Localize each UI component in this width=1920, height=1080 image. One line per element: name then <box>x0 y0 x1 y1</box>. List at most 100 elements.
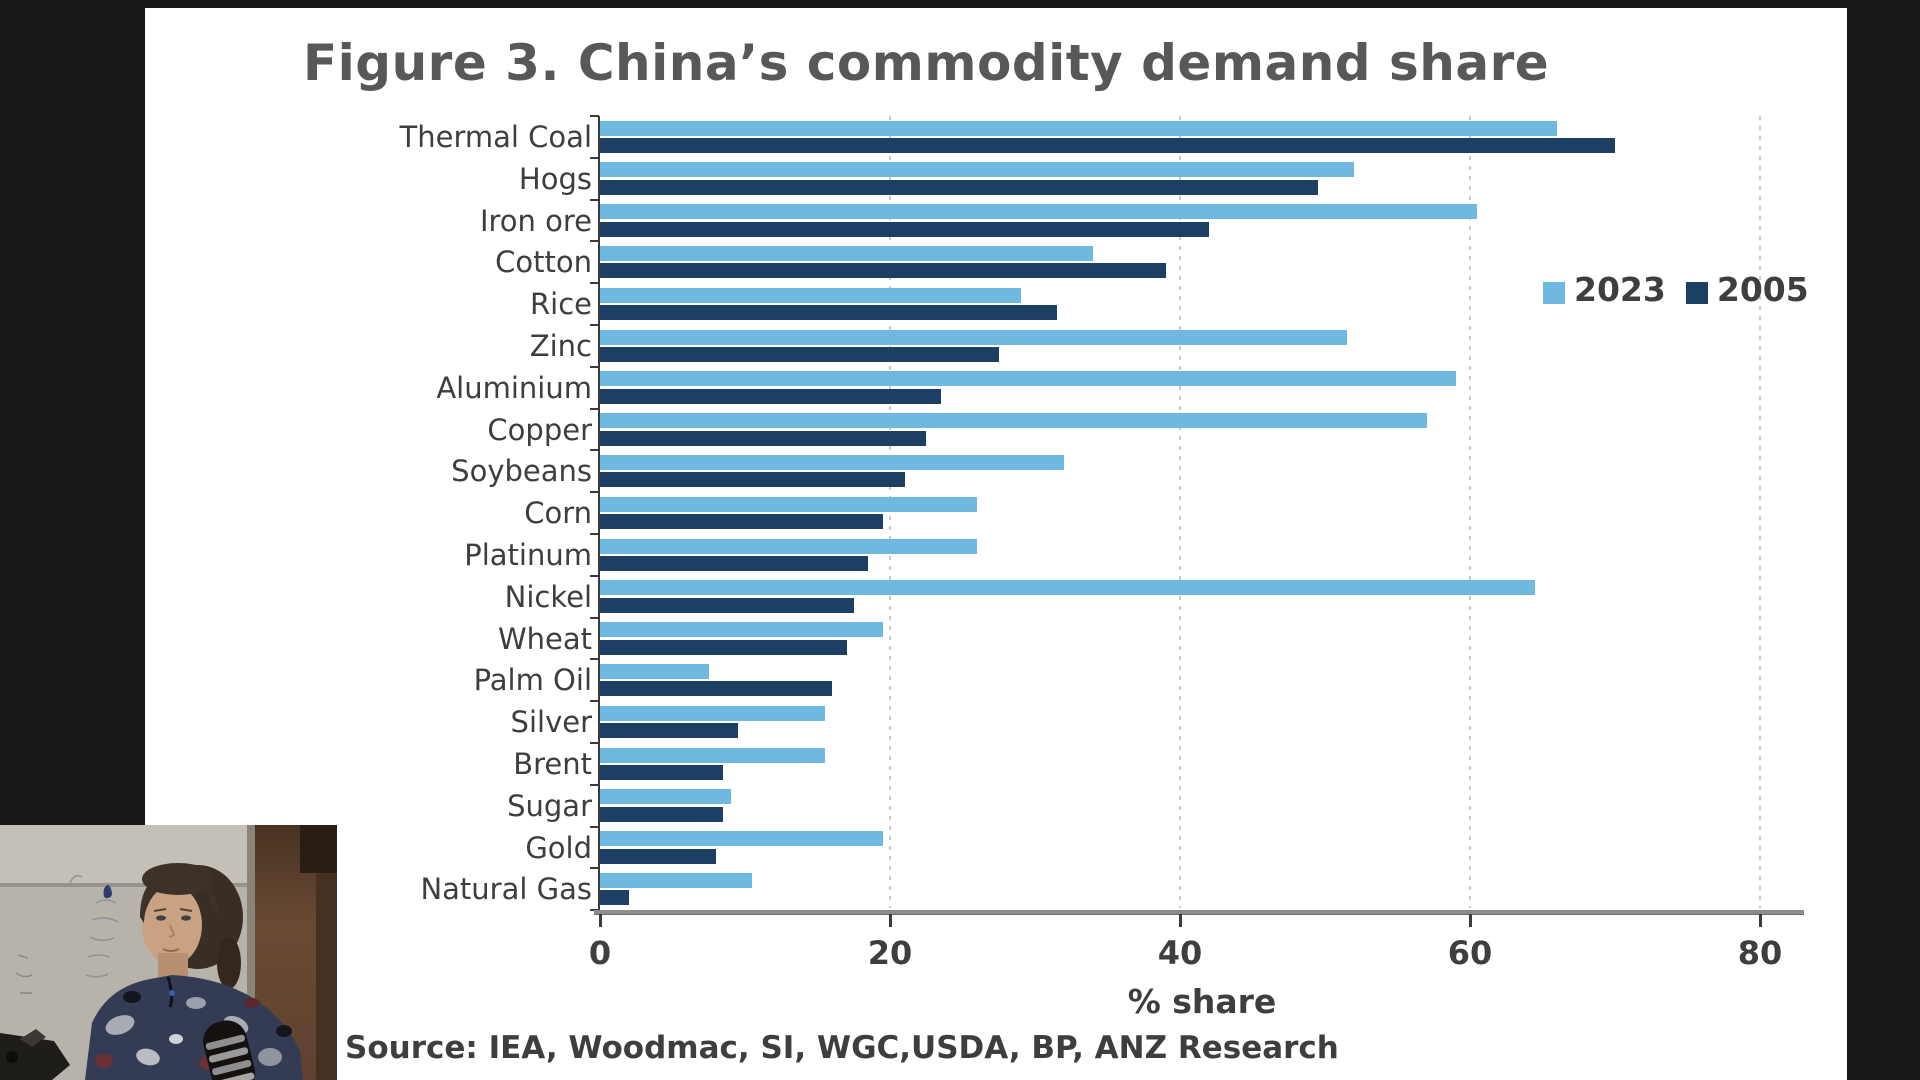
category-label: Natural Gas <box>420 872 592 907</box>
bar-iron-ore-2023 <box>600 204 1478 220</box>
y-axis-tick <box>590 658 599 661</box>
legend-item-2023: 2023 <box>1543 270 1666 309</box>
category-label: Platinum <box>464 538 592 572</box>
y-axis-tick <box>590 156 599 159</box>
gridline-40 <box>1179 116 1181 908</box>
category-label: Thermal Coal <box>399 120 592 154</box>
x-tick-label: 80 <box>1737 934 1783 972</box>
x-axis-tick <box>1759 914 1762 927</box>
bar-nickel-2023 <box>600 580 1536 596</box>
bar-brent-2023 <box>600 747 825 763</box>
bar-copper-2023 <box>600 413 1427 429</box>
y-axis-tick <box>590 533 599 535</box>
y-axis-tick <box>590 825 599 828</box>
y-axis-tick <box>590 491 599 494</box>
category-label: Palm Oil <box>473 663 592 698</box>
bar-aluminium-2023 <box>600 371 1456 387</box>
bar-sugar-2005 <box>600 806 724 822</box>
y-axis-tick <box>590 449 599 452</box>
bar-gold-2005 <box>600 848 716 864</box>
category-label: Aluminium <box>436 370 592 405</box>
bar-soybeans-2005 <box>600 472 905 488</box>
legend-2005-swatch-icon <box>1685 281 1708 304</box>
bar-natural-gas-2005 <box>600 890 629 906</box>
x-axis-line <box>594 910 1804 915</box>
x-tick-label: 40 <box>1157 934 1203 972</box>
x-axis-title: % share <box>1127 982 1277 1021</box>
y-axis-line <box>598 116 600 910</box>
category-label: Gold <box>525 830 592 865</box>
source-note: Source: IEA, Woodmac, SI, WGC,USDA, BP, … <box>345 1030 1339 1066</box>
x-axis-tick <box>889 914 892 927</box>
bar-platinum-2023 <box>600 538 977 554</box>
webcam-video <box>0 825 337 1080</box>
legend-2005-label: 2005 <box>1716 270 1809 309</box>
bar-gold-2023 <box>600 831 883 847</box>
gridline-20 <box>889 116 891 908</box>
bar-sugar-2023 <box>600 789 731 805</box>
category-label: Sugar <box>507 788 592 823</box>
category-label: Nickel <box>504 579 592 614</box>
bar-natural-gas-2023 <box>600 872 753 888</box>
y-axis-tick <box>590 574 599 577</box>
bar-zinc-2005 <box>600 347 999 362</box>
bar-nickel-2005 <box>600 597 854 613</box>
bar-cotton-2023 <box>600 245 1093 261</box>
y-axis-tick <box>590 867 599 870</box>
door <box>247 825 337 1080</box>
bar-rice-2005 <box>600 305 1057 321</box>
bar-soybeans-2023 <box>600 454 1064 470</box>
y-axis-tick <box>590 324 599 326</box>
bar-palm-oil-2023 <box>600 663 709 679</box>
bar-iron-ore-2005 <box>600 221 1209 237</box>
x-tick-label: 60 <box>1447 934 1493 972</box>
category-label: Soybeans <box>451 454 592 489</box>
bar-aluminium-2005 <box>600 388 941 404</box>
x-tick-label: 0 <box>588 934 612 972</box>
bar-corn-2023 <box>600 496 977 512</box>
x-axis-tick <box>599 914 602 927</box>
y-axis-tick <box>590 783 599 786</box>
x-axis-tick <box>1469 914 1472 927</box>
bar-corn-2005 <box>600 514 883 530</box>
gridline-80 <box>1759 116 1761 908</box>
y-axis-tick <box>590 198 599 201</box>
y-axis-tick <box>590 282 599 285</box>
category-label: Zinc <box>529 329 592 363</box>
gridline-60 <box>1469 116 1471 908</box>
legend-2023-swatch-icon <box>1543 281 1565 304</box>
legend-item-2005: 2005 <box>1685 270 1809 309</box>
category-label: Silver <box>510 705 592 740</box>
bar-silver-2005 <box>600 723 738 739</box>
bar-cotton-2005 <box>600 263 1166 279</box>
category-label: Rice <box>530 287 592 322</box>
y-axis-tick <box>590 742 599 744</box>
y-axis-tick <box>590 365 599 368</box>
bar-copper-2005 <box>600 430 927 446</box>
bar-hogs-2005 <box>600 179 1318 195</box>
y-axis-tick <box>590 616 599 619</box>
bar-platinum-2005 <box>600 556 869 571</box>
y-axis-tick <box>590 115 599 117</box>
x-axis-tick <box>1179 914 1182 927</box>
bar-wheat-2005 <box>600 639 847 655</box>
bar-thermal-coal-2023 <box>600 120 1557 136</box>
bar-brent-2005 <box>600 765 724 780</box>
legend-2023-label: 2023 <box>1574 270 1666 309</box>
y-axis-tick <box>590 407 599 410</box>
category-label: Copper <box>487 412 592 447</box>
bar-wheat-2023 <box>600 622 883 638</box>
chart-legend: 2023 2005 <box>1543 270 1809 309</box>
y-axis-tick <box>590 240 599 243</box>
bar-rice-2023 <box>600 287 1021 303</box>
chart-title: Figure 3. China’s commodity demand share <box>303 34 1550 92</box>
bar-thermal-coal-2005 <box>600 138 1615 153</box>
microphone-icon <box>203 1020 256 1080</box>
bar-hogs-2023 <box>600 162 1354 178</box>
category-label: Corn <box>524 496 592 531</box>
category-label: Wheat <box>497 621 592 656</box>
bar-zinc-2023 <box>600 329 1347 345</box>
category-label: Brent <box>513 747 592 781</box>
